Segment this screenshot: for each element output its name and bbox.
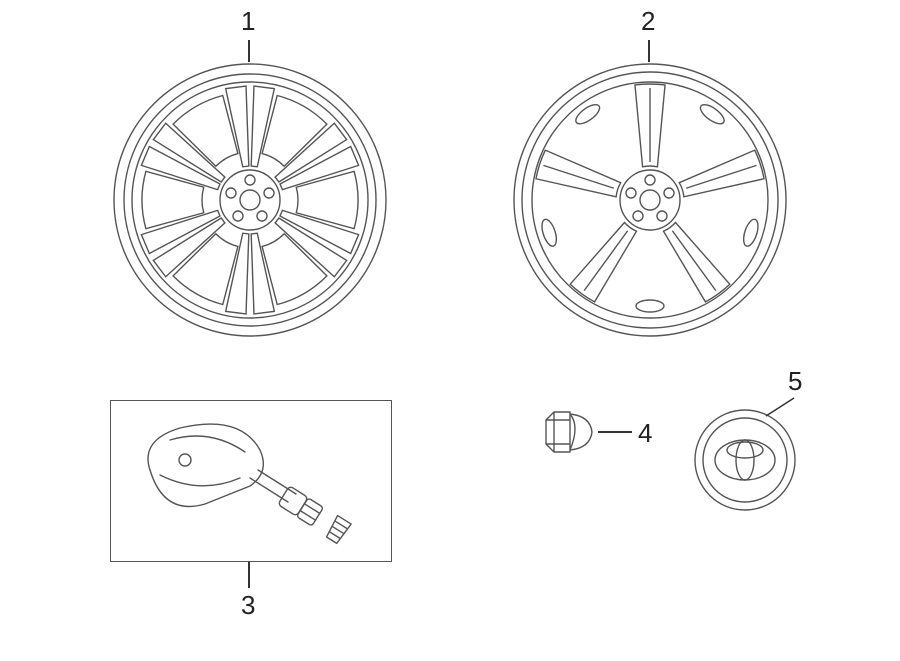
leader-1 [248,40,250,62]
callout-label-3: 3 [241,590,255,621]
callout-label-5: 5 [788,366,802,397]
leader-4 [598,431,632,433]
callout-label-2: 2 [641,6,655,37]
callout-label-1: 1 [241,6,255,37]
wheel-a [112,62,388,338]
leader-5 [760,396,800,420]
leader-3 [248,562,250,588]
wheel-b [512,62,788,338]
leader-2 [648,40,650,62]
tpms-sensor [110,400,390,560]
center-cap [693,408,797,512]
lug-nut [540,406,600,458]
callout-label-4: 4 [638,418,652,449]
parts-diagram: 1 2 [0,0,900,661]
